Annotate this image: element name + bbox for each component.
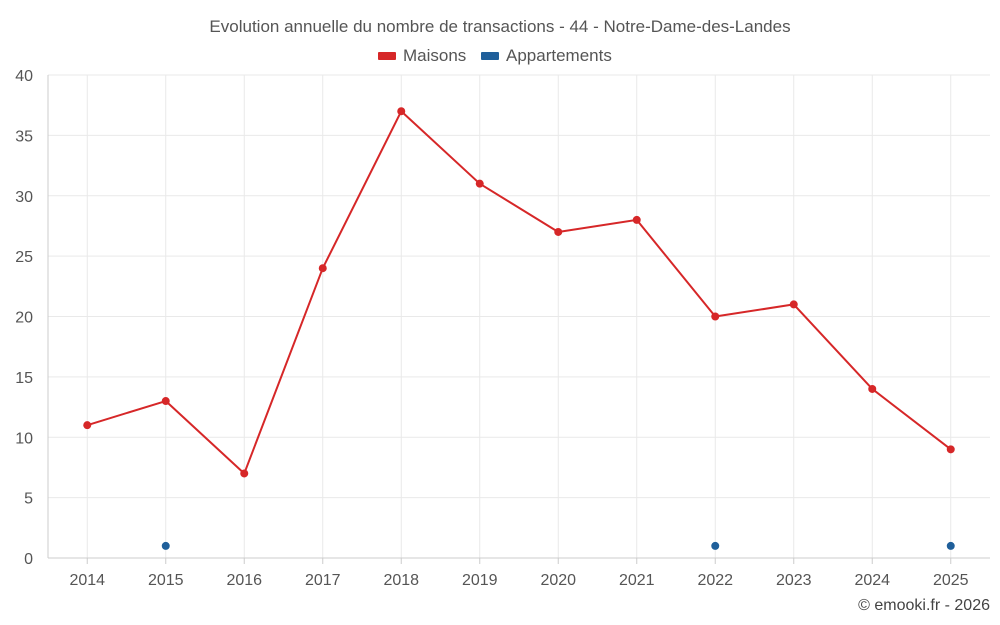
y-axis-ticks: 0 5 10 15 20 25 30 35 40 bbox=[15, 68, 33, 568]
y-tick-label: 15 bbox=[15, 370, 33, 387]
data-point-maisons[interactable] bbox=[868, 384, 877, 393]
data-point-maisons[interactable] bbox=[554, 227, 563, 236]
x-tick-label: 2014 bbox=[69, 572, 105, 589]
data-point-maisons[interactable] bbox=[240, 469, 249, 478]
data-point-appartements[interactable] bbox=[711, 541, 720, 550]
data-point-appartements[interactable] bbox=[946, 541, 955, 550]
series-line-maisons bbox=[86, 110, 952, 475]
data-point-maisons[interactable] bbox=[475, 179, 484, 188]
data-point-appartements[interactable] bbox=[161, 541, 170, 550]
x-tick-label: 2017 bbox=[305, 572, 341, 589]
y-tick-label: 25 bbox=[15, 249, 33, 266]
data-point-maisons[interactable] bbox=[711, 312, 720, 321]
x-tick-label: 2019 bbox=[462, 572, 498, 589]
x-tick-label: 2018 bbox=[383, 572, 419, 589]
x-tick-label: 2024 bbox=[854, 572, 890, 589]
y-tick-label: 5 bbox=[24, 491, 33, 508]
grid bbox=[48, 74, 990, 558]
y-tick-label: 20 bbox=[15, 310, 33, 327]
legend-swatch-appartements bbox=[481, 52, 499, 60]
x-tick-label: 2021 bbox=[619, 572, 655, 589]
data-point-maisons[interactable] bbox=[789, 300, 798, 309]
data-point-maisons[interactable] bbox=[161, 397, 170, 406]
series-layer bbox=[83, 107, 955, 550]
legend-label-appartements[interactable]: Appartements bbox=[506, 46, 612, 65]
data-point-maisons[interactable] bbox=[318, 264, 327, 273]
legend-label-maisons[interactable]: Maisons bbox=[403, 46, 466, 65]
x-tick-label: 2016 bbox=[226, 572, 262, 589]
legend: Maisons Appartements bbox=[378, 46, 612, 65]
x-tick-label: 2015 bbox=[148, 572, 184, 589]
x-axis-ticks: 2014 2015 2016 2017 2018 2019 2020 2021 2022 2023… bbox=[69, 572, 968, 589]
data-point-maisons[interactable] bbox=[946, 445, 955, 454]
chart-title: Evolution annuelle du nombre de transact… bbox=[209, 17, 790, 36]
data-point-maisons[interactable] bbox=[83, 421, 92, 430]
y-tick-label: 0 bbox=[24, 551, 33, 568]
x-tick-label: 2022 bbox=[697, 572, 733, 589]
x-tick-label: 2023 bbox=[776, 572, 812, 589]
data-point-maisons[interactable] bbox=[397, 107, 406, 116]
x-tick-label: 2020 bbox=[540, 572, 576, 589]
y-tick-label: 40 bbox=[15, 68, 33, 85]
legend-swatch-maisons bbox=[378, 52, 396, 60]
axes bbox=[47, 75, 990, 564]
y-tick-label: 10 bbox=[15, 430, 33, 447]
y-tick-label: 35 bbox=[15, 128, 33, 145]
y-tick-label: 30 bbox=[15, 189, 33, 206]
data-point-maisons[interactable] bbox=[632, 215, 641, 224]
credit-text: © emooki.fr - 2026 bbox=[858, 597, 990, 614]
x-tick-label: 2025 bbox=[933, 572, 969, 589]
